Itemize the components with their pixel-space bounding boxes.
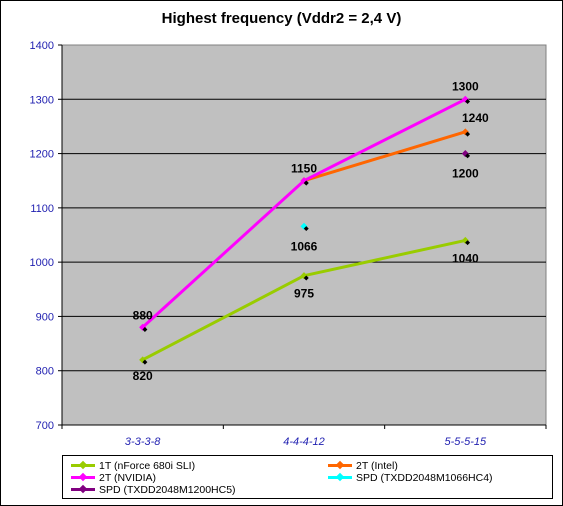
legend-label: 2T (Intel) xyxy=(356,459,398,472)
legend-item-2t-intel: 2T (Intel) xyxy=(328,459,398,472)
legend-swatch xyxy=(71,471,95,484)
data-label: 975 xyxy=(294,287,314,301)
data-label: 1150 xyxy=(291,162,317,176)
legend-label: SPD (TXDD2048M1066HC4) xyxy=(356,471,493,484)
x-tick-label: 4-4-4-12 xyxy=(283,436,325,448)
legend-swatch xyxy=(71,459,95,472)
data-label: 880 xyxy=(133,308,153,322)
legend-item-2t-nvidia: 2T (NVIDIA) xyxy=(71,471,156,484)
data-point-shadow xyxy=(142,327,148,333)
legend-label: 1T (nForce 680i SLI) xyxy=(99,459,196,472)
y-tick-label: 1300 xyxy=(30,94,54,106)
data-point-shadow xyxy=(142,359,148,365)
y-tick-label: 1400 xyxy=(30,40,54,52)
legend-item-spd-1066: SPD (TXDD2048M1066HC4) xyxy=(328,471,493,484)
y-tick-label: 800 xyxy=(36,366,54,378)
legend-label: 2T (NVIDIA) xyxy=(99,471,156,484)
y-tick-label: 1100 xyxy=(30,203,54,215)
data-point-shadow xyxy=(465,131,471,137)
data-point-shadow xyxy=(465,240,471,246)
data-label: 1300 xyxy=(452,79,479,93)
y-tick-label: 900 xyxy=(36,311,54,323)
chart-title: Highest frequency (Vddr2 = 2,4 V) xyxy=(161,10,402,27)
data-label: 1040 xyxy=(452,251,479,265)
legend-swatch xyxy=(71,483,95,496)
data-point-shadow xyxy=(465,99,471,105)
legend-swatch xyxy=(328,471,352,484)
data-point-shadow xyxy=(303,226,309,232)
data-point-shadow xyxy=(303,275,309,281)
data-point-shadow xyxy=(303,180,309,186)
x-tick-label: 5-5-5-15 xyxy=(445,436,487,448)
data-label: 820 xyxy=(133,369,153,383)
series-line xyxy=(303,130,466,183)
legend-swatch xyxy=(328,459,352,472)
data-label: 1240 xyxy=(462,111,489,125)
y-tick-label: 700 xyxy=(36,420,54,432)
data-label: 1200 xyxy=(452,167,479,181)
y-tick-label: 1000 xyxy=(30,257,54,269)
data-point-shadow xyxy=(465,153,471,159)
legend-item-spd-1200: SPD (TXDD2048M1200HC5) xyxy=(71,483,236,496)
x-tick-label: 3-3-3-8 xyxy=(125,436,161,448)
legend-label: SPD (TXDD2048M1200HC5) xyxy=(99,483,236,496)
data-label: 1066 xyxy=(291,239,318,253)
y-tick-label: 1200 xyxy=(30,149,54,161)
legend-item-1t-nforce: 1T (nForce 680i SLI) xyxy=(71,459,195,472)
legend: 1T (nForce 680i SLI) 2T (Intel) 2T (NVID… xyxy=(62,455,553,499)
